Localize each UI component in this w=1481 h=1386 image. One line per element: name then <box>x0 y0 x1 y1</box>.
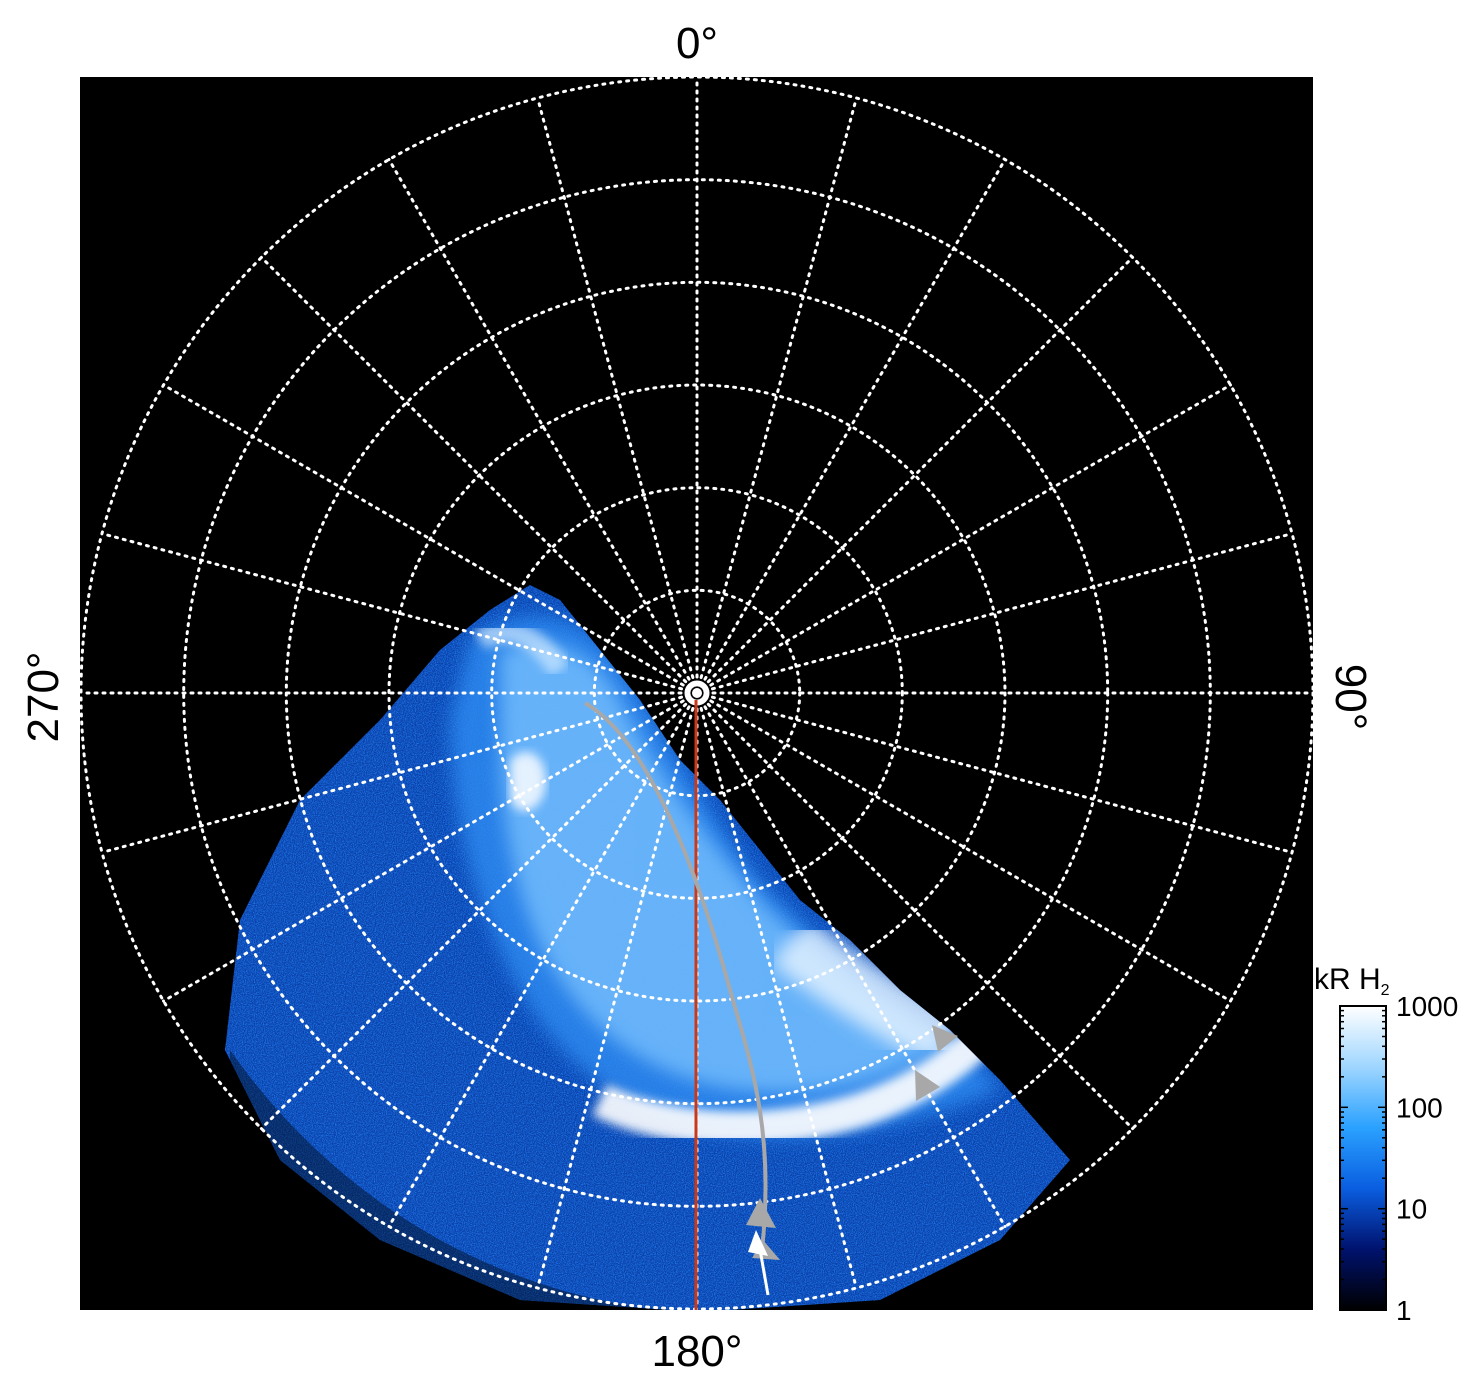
colorbar-tick-label: 100 <box>1396 1092 1443 1123</box>
grid-spoke <box>695 691 1007 1228</box>
grid-spoke <box>695 691 1232 1003</box>
grid-spoke <box>259 691 699 1131</box>
grid-spoke <box>695 158 1007 695</box>
grid-spoke <box>695 691 1135 1131</box>
grid-ring <box>387 383 1007 1003</box>
colorbar: kR H2 1000 100 10 1 <box>1314 963 1458 1326</box>
grid-spoke <box>695 691 858 1290</box>
grid-spoke <box>695 691 1294 854</box>
grid-spoke <box>162 383 699 695</box>
white-arrow-head <box>748 1230 768 1256</box>
colorbar-tick-label: 1000 <box>1396 991 1458 1022</box>
grid-spoke <box>695 532 1294 695</box>
grid-spoke <box>259 255 699 695</box>
grid-spoke <box>536 96 699 695</box>
angle-label-left: 270° <box>19 651 68 742</box>
grid-spoke <box>387 158 699 695</box>
angle-label-right: 90° <box>1326 664 1375 731</box>
grid-spoke <box>695 255 1135 695</box>
colorbar-title-subscript: 2 <box>1381 982 1390 999</box>
grid-spoke <box>162 691 699 1003</box>
gray-arrow-lower-2 <box>752 1240 780 1260</box>
gray-track-curve <box>584 701 768 1251</box>
gray-arrow-upper <box>932 1025 958 1052</box>
grid-spoke <box>100 532 699 695</box>
grid-spoke <box>100 691 699 854</box>
grid-spoke <box>387 691 699 1228</box>
gray-arrow-middle <box>915 1070 940 1101</box>
colorbar-tick-label: 10 <box>1396 1194 1427 1225</box>
grid-spoke <box>695 383 1232 695</box>
colorbar-ticks: 1000 100 10 1 <box>1340 991 1458 1326</box>
colorbar-scale <box>1339 1005 1387 1311</box>
grid-spoke <box>695 96 858 695</box>
direction-arrows <box>746 1025 958 1296</box>
grid-spoke <box>536 691 699 1290</box>
angle-label-top: 0° <box>676 19 718 68</box>
gray-arrow-lower-1 <box>746 1198 776 1228</box>
colorbar-title: kR H2 <box>1314 963 1390 999</box>
angle-label-bottom: 180° <box>651 1327 742 1376</box>
colorbar-tick-label: 1 <box>1396 1295 1412 1326</box>
